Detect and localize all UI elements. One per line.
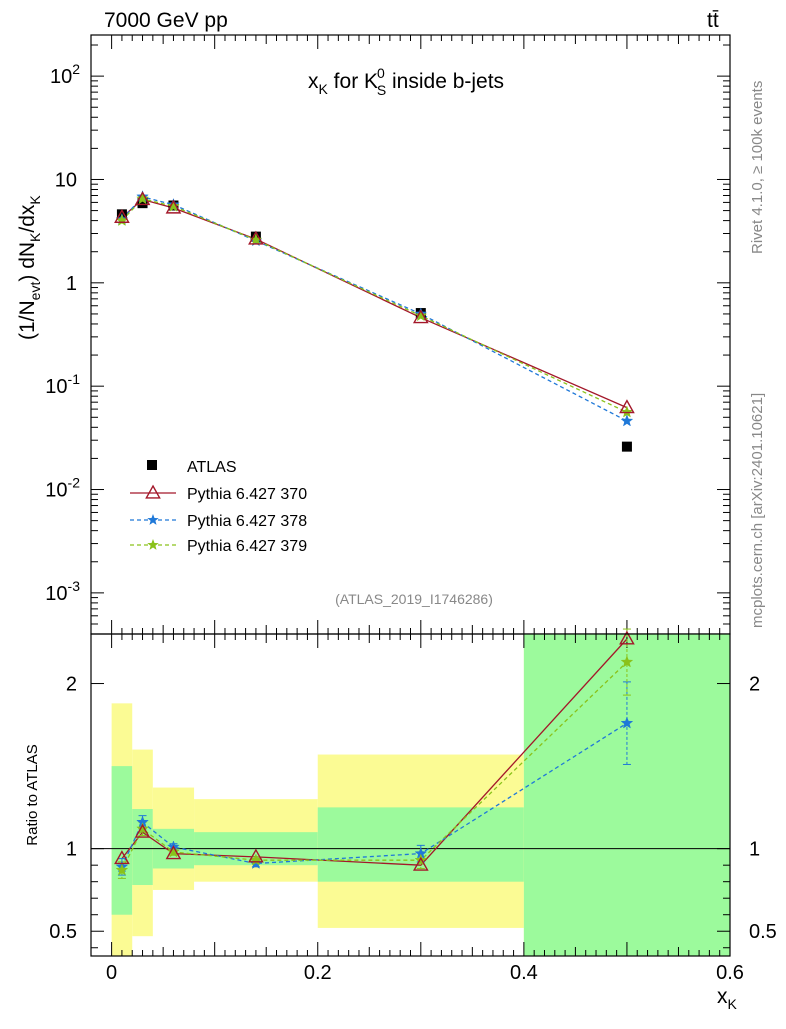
main-point-pythia-6-427-379 [620, 405, 634, 418]
main-point-pythia-6-427-370 [134, 191, 151, 206]
ratio-series-markers [114, 630, 635, 876]
ratio-point-pythia-6-427-379 [167, 845, 180, 858]
main-panel: 10-3 10-2 10-1 1 10 102 xK for K0 S inside b-j… [16, 34, 731, 635]
ratio-point-pythia-6-427-370 [619, 630, 635, 645]
stat-uncertainty-band [317, 807, 524, 882]
ratio-point-pythia-6-427-370 [134, 823, 151, 838]
ratio-y-tick-label-right: 1 [749, 839, 760, 861]
ratio-point-pythia-6-427-370 [412, 856, 429, 871]
stat-uncertainty-band [111, 766, 133, 915]
main-point-pythia-6-427-370 [165, 199, 182, 214]
main-point-pythia-6-427-370 [114, 208, 130, 223]
ratio-point-pythia-6-427-370 [248, 848, 264, 863]
main-point-pythia-6-427-370 [619, 399, 635, 414]
ratio-point-pythia-6-427-370 [114, 850, 130, 865]
main-point-pythia-6-427-370 [412, 309, 429, 324]
legend-379-marker [147, 539, 159, 550]
ratio-point-pythia-6-427-379 [136, 822, 149, 835]
main-y-tick-label: 10 [55, 169, 77, 191]
x-tick-label: 0 [106, 962, 117, 984]
main-title: xK for K0 S inside b-jets [308, 65, 504, 98]
main-point-atlas [621, 441, 632, 452]
legend-atlas-marker [147, 460, 157, 470]
mcplots-source-label: mcplots.cern.ch [arXiv:2401.10621] [749, 393, 766, 628]
ratio-point-pythia-6-427-379 [620, 655, 634, 668]
ratio-y-axis-label: Ratio to ATLAS [24, 744, 41, 845]
legend-370-label: Pythia 6.427 370 [187, 486, 307, 503]
main-point-atlas [137, 198, 148, 209]
rivet-version-label: Rivet 4.1.0, ≥ 100k events [749, 81, 766, 254]
ratio-frame [90, 633, 731, 957]
ratio-point-pythia-6-427-379 [414, 853, 428, 866]
main-point-pythia-6-427-378 [620, 414, 634, 427]
ratio-y-tick-label: 0.5 [49, 921, 77, 943]
main-line-pythia-6-427-378 [121, 196, 628, 422]
main-point-pythia-6-427-379 [414, 309, 428, 322]
ratio-tick-labels: 0.5 0.5 1 1 2 2 0 0.2 0.4 0.6 [49, 674, 777, 984]
legend-370-marker [145, 484, 161, 499]
main-y-tick-labels: 10-3 10-2 10-1 1 10 102 [45, 61, 80, 605]
legend: ATLAS Pythia 6.427 370 Pythia 6.427 378 … [130, 459, 307, 555]
x-tick-label: 0.2 [304, 962, 332, 984]
main-series-lines [121, 196, 628, 422]
main-y-tick-label: 10-3 [45, 578, 80, 605]
main-line-pythia-6-427-379 [121, 198, 628, 413]
ratio-y-tick-label-right: 0.5 [749, 921, 777, 943]
collision-title: 7000 GeV pp [104, 9, 228, 32]
process-title: tt̄ [707, 9, 719, 32]
ratio-point-pythia-6-427-378 [620, 716, 634, 729]
stat-uncertainty-band [132, 809, 153, 885]
legend-378-label: Pythia 6.427 378 [187, 513, 307, 530]
main-y-tick-label: 1 [66, 273, 77, 295]
ratio-uncertainty-bands [111, 634, 730, 956]
main-series-markers [114, 190, 635, 452]
main-y-tick-label: 102 [50, 61, 80, 88]
x-tick-label: 0.6 [716, 962, 744, 984]
ratio-point-pythia-6-427-370 [165, 845, 182, 860]
ratio-line-pythia-6-427-378 [121, 722, 628, 868]
main-y-tick-label: 10-1 [45, 371, 80, 398]
legend-atlas-label: ATLAS [187, 459, 237, 476]
legend-378-marker [147, 514, 159, 525]
ratio-y-tick-label: 2 [66, 674, 77, 696]
ratio-point-pythia-6-427-379 [115, 863, 129, 876]
main-axis-ticks [91, 35, 731, 635]
main-point-pythia-6-427-379 [136, 192, 149, 205]
x-axis-label: xK [717, 985, 738, 1012]
main-point-pythia-6-427-379 [167, 199, 180, 212]
legend-379-label: Pythia 6.427 379 [187, 538, 307, 555]
ratio-panel: 0.5 0.5 1 1 2 2 0 0.2 0.4 0.6 Ratio to ATLAS xK [24, 628, 777, 1012]
main-y-axis-label: (1/Nevt) dNK/dxK [16, 195, 43, 340]
analysis-label: (ATLAS_2019_I1746286) [335, 591, 493, 607]
ratio-y-tick-label: 1 [66, 839, 77, 861]
main-y-tick-label: 10-2 [45, 475, 80, 502]
main-point-pythia-6-427-379 [249, 233, 263, 246]
ratio-y-tick-label-right: 2 [749, 674, 760, 696]
x-tick-label: 0.4 [510, 962, 538, 984]
main-point-pythia-6-427-370 [248, 230, 264, 245]
